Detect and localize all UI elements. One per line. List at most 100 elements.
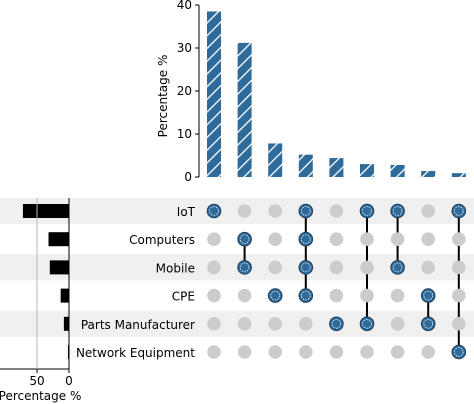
matrix-dot-inactive — [390, 345, 405, 359]
intersection-bar — [390, 164, 405, 177]
matrix-dot-active — [206, 203, 222, 219]
intersection-y-axis-label: Percentage % — [156, 55, 170, 138]
matrix-dot-inactive — [207, 345, 221, 359]
matrix-dot-active — [390, 260, 405, 275]
matrix-dot-hatch — [301, 290, 311, 301]
intersection-matrix — [206, 203, 467, 360]
matrix-dot-active — [267, 288, 283, 303]
set-size-bar-cpe — [60, 288, 69, 303]
y-tick-label: 20 — [177, 84, 192, 98]
y-tick-label: 0 — [184, 170, 192, 184]
matrix-dot-inactive — [452, 260, 466, 275]
matrix-dot-hatch — [423, 290, 433, 301]
matrix-dot-active — [298, 288, 314, 303]
matrix-dot-hatch — [362, 319, 372, 329]
matrix-dot-hatch — [454, 206, 464, 216]
matrix-dot-inactive — [421, 260, 436, 275]
matrix-dot-inactive — [207, 317, 221, 331]
matrix-dot-hatch — [331, 319, 342, 329]
set-label-parts-manufacturer: Parts Manufacturer — [81, 318, 195, 332]
matrix-dot-inactive — [452, 317, 466, 331]
x-tick-label: 0 — [65, 374, 73, 388]
matrix-dot-inactive — [390, 317, 405, 331]
intersection-bar — [421, 170, 436, 177]
set-label-network-equipment: Network Equipment — [76, 346, 195, 360]
matrix-dot-inactive — [237, 288, 252, 303]
matrix-dot-inactive — [207, 260, 221, 275]
set-size-bar-iot — [22, 204, 70, 218]
intersection-bar — [329, 158, 344, 177]
intersection-bar — [360, 164, 374, 177]
set-label-iot: IoT — [177, 205, 196, 219]
matrix-dot-inactive — [329, 288, 344, 303]
matrix-dot-hatch — [239, 234, 250, 244]
matrix-dot-inactive — [268, 345, 283, 359]
set-label-cpe: CPE — [172, 290, 195, 304]
set-label-mobile: Mobile — [156, 261, 195, 275]
matrix-dot-inactive — [390, 288, 405, 303]
intersection-bar — [237, 42, 252, 178]
matrix-dot-inactive — [421, 204, 436, 218]
matrix-dot-inactive — [421, 232, 436, 246]
matrix-dot-hatch — [301, 262, 311, 273]
matrix-dot-inactive — [268, 232, 283, 246]
matrix-dot-inactive — [329, 232, 344, 246]
matrix-dot-inactive — [207, 232, 221, 246]
matrix-dot-hatch — [239, 262, 250, 273]
set-size-x-axis-label: Percentage % — [0, 389, 81, 403]
matrix-dot-active — [420, 288, 436, 303]
matrix-dot-inactive — [390, 232, 405, 246]
matrix-dot-active — [359, 203, 375, 219]
matrix-dot-active — [451, 203, 467, 219]
intersection-bar — [451, 173, 466, 177]
matrix-dot-inactive — [299, 317, 313, 331]
matrix-dot-inactive — [360, 232, 374, 246]
matrix-dot-inactive — [421, 345, 436, 359]
matrix-dot-active — [298, 260, 314, 275]
matrix-dot-hatch — [454, 347, 464, 357]
matrix-dot-active — [329, 316, 344, 332]
set-size-bar-computers — [48, 232, 69, 247]
set-size-bar-parts-manufacturer — [63, 316, 69, 331]
matrix-dot-hatch — [362, 206, 372, 216]
matrix-dot-active — [359, 316, 375, 332]
matrix-dot-active — [237, 260, 252, 275]
matrix-dot-inactive — [360, 288, 374, 303]
intersection-bars — [207, 11, 466, 178]
matrix-dot-inactive — [329, 260, 344, 275]
matrix-dot-inactive — [299, 345, 313, 359]
intersection-bar — [298, 154, 313, 177]
matrix-dot-inactive — [268, 260, 283, 275]
matrix-dot-active — [237, 231, 252, 247]
matrix-dot-hatch — [209, 206, 219, 216]
matrix-dot-active — [390, 203, 405, 219]
set-label-computers: Computers — [129, 233, 195, 247]
matrix-dot-inactive — [207, 288, 221, 303]
matrix-dot-inactive — [329, 204, 344, 218]
matrix-dot-inactive — [452, 232, 466, 246]
matrix-dot-hatch — [270, 290, 280, 301]
matrix-dot-hatch — [423, 319, 433, 329]
y-tick-label: 40 — [177, 0, 192, 12]
set-size-bars — [22, 204, 70, 359]
matrix-dot-inactive — [237, 345, 252, 359]
matrix-dot-inactive — [237, 204, 252, 218]
intersection-bar — [268, 143, 283, 177]
set-size-x-axis: 50 0 — [0, 198, 73, 388]
matrix-dot-inactive — [452, 288, 466, 303]
matrix-dot-inactive — [329, 345, 344, 359]
set-labels: IoT Computers Mobile CPE Parts Manufacturer N… — [76, 205, 196, 360]
set-size-bar-mobile — [49, 260, 69, 275]
matrix-dot-active — [451, 344, 467, 360]
matrix-dot-inactive — [268, 317, 283, 331]
matrix-dot-inactive — [360, 260, 374, 275]
x-tick-label: 50 — [29, 374, 44, 388]
matrix-dot-hatch — [392, 206, 403, 216]
intersection-y-axis: 0 10 20 30 40 — [177, 0, 200, 184]
matrix-dot-hatch — [301, 234, 311, 244]
intersection-bar — [207, 11, 221, 178]
matrix-dot-inactive — [360, 345, 374, 359]
matrix-dot-hatch — [392, 262, 403, 273]
y-tick-label: 30 — [177, 41, 192, 55]
